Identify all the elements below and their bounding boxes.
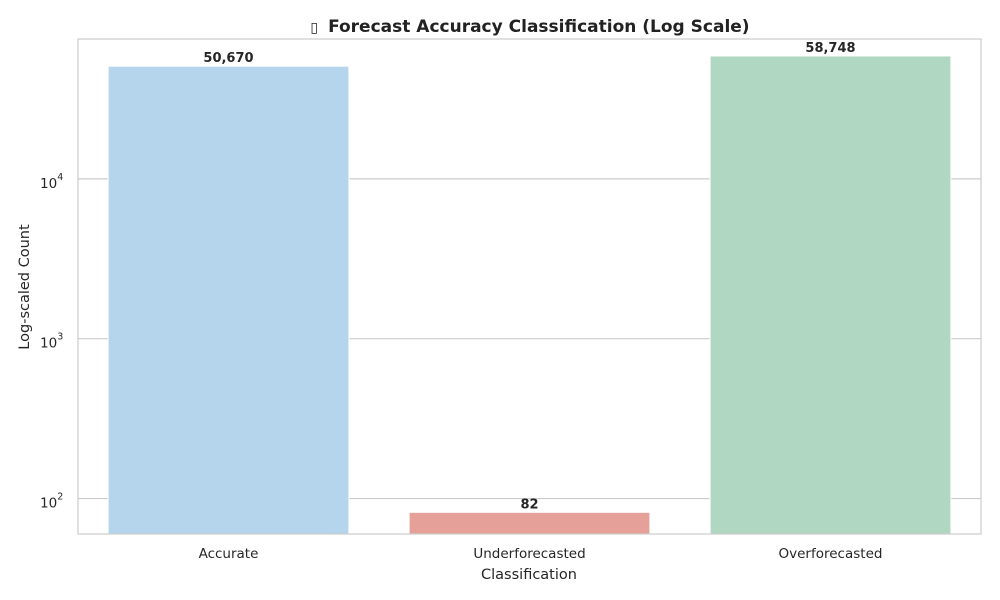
x-axis-ticks: Accurate Underforecasted Overforecasted [199, 546, 883, 562]
bar-chart-emoji-icon: ▯ [310, 20, 318, 36]
bar-accurate [107, 65, 350, 535]
bar-overforecasted [709, 55, 952, 535]
y-tick-label: 104 [40, 172, 63, 192]
bars [107, 55, 952, 535]
y-axis-label: Log-scaled Count [17, 224, 33, 350]
y-axis-ticks: 102 103 104 [40, 172, 63, 512]
plot-frame [77, 38, 982, 535]
data-label-underforecasted: 82 [520, 497, 538, 512]
data-label-overforecasted: 58,748 [805, 41, 855, 56]
chart-title-text: Forecast Accuracy Classification (Log Sc… [328, 17, 750, 37]
svg-text:▯ Forecast Accuracy Cl: ▯ Forecast Accuracy Classification (Log … [310, 17, 749, 37]
x-tick-label: Accurate [199, 546, 259, 562]
x-tick-label: Underforecasted [473, 546, 585, 562]
x-axis-label: Classification [481, 567, 577, 583]
data-labels: 50,670 82 58,748 [203, 41, 855, 512]
data-label-accurate: 50,670 [203, 51, 253, 66]
chart-title: ▯ Forecast Accuracy Classification (Log … [310, 17, 749, 37]
y-tick-label: 103 [40, 332, 63, 352]
bar-underforecasted [408, 511, 651, 535]
y-tick-label: 102 [40, 492, 63, 512]
x-tick-label: Overforecasted [779, 546, 883, 562]
